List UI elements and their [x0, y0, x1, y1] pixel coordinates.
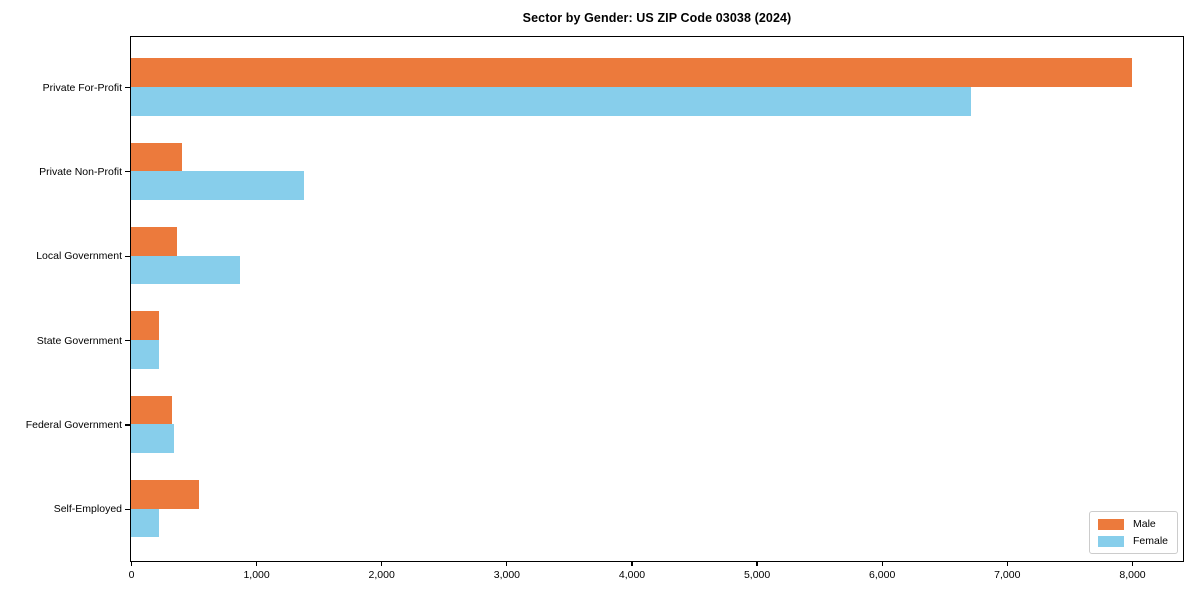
bar-male-private-for-profit — [131, 58, 1132, 87]
category-label-self-employed: Self-Employed — [53, 503, 122, 516]
plot-area: Male Female — [130, 36, 1184, 562]
x-tick-6000 — [881, 561, 883, 566]
x-tick-4000 — [631, 561, 633, 566]
category-label-federal-government: Federal Government — [25, 418, 122, 431]
x-tick-label-3000: 3,000 — [493, 569, 521, 581]
x-tick-5000 — [756, 561, 758, 566]
x-tick-label-6000: 6,000 — [869, 569, 896, 581]
x-tick-label-1000: 1,000 — [243, 569, 270, 581]
y-tick-local-government — [125, 255, 130, 257]
x-tick-label-7000: 7,000 — [994, 569, 1021, 581]
bar-male-state-government — [131, 311, 159, 340]
category-label-private-for-profit: Private For-Profit — [42, 81, 122, 94]
x-tick-label-5000: 5,000 — [743, 569, 771, 581]
chart-title: Sector by Gender: US ZIP Code 03038 (202… — [522, 11, 792, 25]
y-tick-federal-government — [125, 424, 130, 426]
y-tick-state-government — [125, 339, 130, 342]
x-tick-2000 — [381, 561, 383, 566]
x-tick-1000 — [256, 561, 258, 566]
bar-male-federal-government — [131, 395, 172, 425]
legend-swatch-male — [1097, 518, 1124, 530]
y-tick-self-employed — [125, 508, 130, 510]
x-tick-0 — [130, 561, 133, 566]
y-tick-private-non-profit — [125, 171, 130, 173]
bar-female-state-government — [131, 340, 159, 369]
bar-female-local-government — [131, 255, 240, 285]
category-label-state-government: State Government — [36, 334, 122, 347]
x-tick-label-2000: 2,000 — [368, 569, 395, 581]
bar-female-private-for-profit — [131, 87, 971, 116]
x-tick-3000 — [506, 561, 508, 566]
x-tick-7000 — [1006, 561, 1008, 566]
x-tick-label-8000: 8,000 — [1119, 569, 1146, 581]
legend-swatch-female — [1097, 535, 1124, 547]
bar-male-self-employed — [131, 480, 200, 509]
legend-item-male: Male — [1097, 518, 1168, 530]
legend: Male Female — [1088, 511, 1178, 554]
legend-label-male: Male — [1132, 518, 1156, 530]
category-label-local-government: Local Government — [36, 250, 122, 263]
bar-female-private-non-profit — [131, 171, 304, 200]
category-label-private-non-profit: Private Non-Profit — [39, 165, 122, 178]
x-tick-label-0: 0 — [128, 569, 135, 581]
y-tick-private-for-profit — [125, 86, 130, 89]
bar-male-local-government — [131, 227, 178, 256]
bar-male-private-non-profit — [131, 142, 183, 172]
x-tick-label-4000: 4,000 — [618, 569, 646, 581]
legend-label-female: Female — [1132, 535, 1168, 547]
legend-item-female: Female — [1097, 535, 1168, 547]
x-tick-8000 — [1131, 561, 1134, 566]
bar-female-federal-government — [131, 424, 174, 453]
bar-female-self-employed — [131, 508, 159, 538]
